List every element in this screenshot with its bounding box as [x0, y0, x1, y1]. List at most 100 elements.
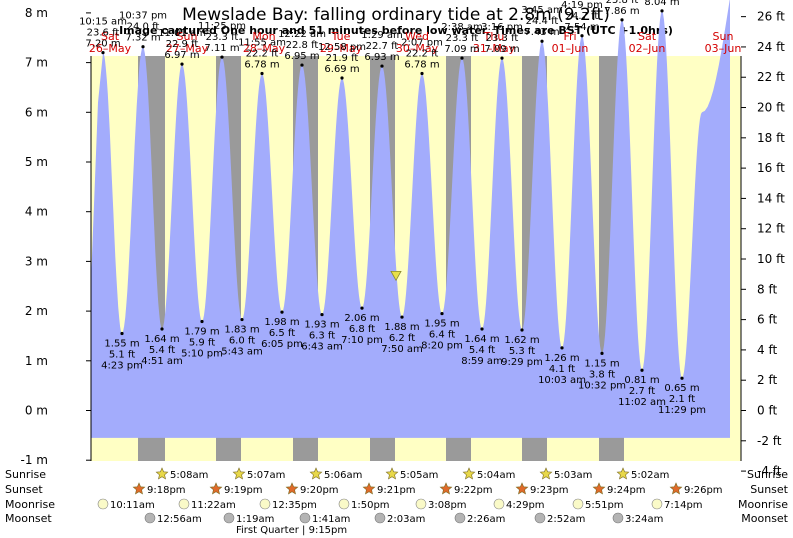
tide-point-19: [460, 56, 464, 60]
low-tide-time: 4:51 am: [141, 356, 183, 367]
moonset-time: 3:24am: [625, 514, 663, 525]
moonrise-time: 1:50pm: [351, 500, 390, 511]
low-tide-time: 10:03 am: [538, 375, 586, 386]
right-tick-label: 10 ft: [757, 252, 785, 266]
right-tick-label: 14 ft: [757, 191, 785, 205]
tide-point-6: [200, 319, 204, 324]
high-tide-time: 11:25 pm: [198, 21, 246, 32]
moonset-icon: [534, 512, 546, 524]
tide-point-3: [141, 45, 145, 49]
sunrise-icon: [539, 467, 553, 480]
left-tick-label: 0 m: [25, 404, 48, 418]
moonrise-icon: [572, 498, 584, 510]
low-tide-metres: 1.95 m: [424, 319, 459, 330]
sunset-icon: [669, 482, 683, 495]
tide-point-18: [440, 311, 444, 316]
low-tide-metres: 1.88 m: [384, 322, 419, 333]
right-tick-label: 12 ft: [757, 222, 785, 236]
sunrise-time: 5:03am: [554, 470, 592, 481]
high-tide-time: 2:07 pm: [401, 38, 443, 49]
high-tide-time: 2:38 am: [441, 22, 483, 33]
high-tide-time: 3:45 am: [521, 5, 563, 16]
day-name-7: Fri: [563, 30, 576, 43]
moonset-time: 2:03am: [387, 514, 425, 525]
day-date-7: 01–Jun: [552, 42, 589, 55]
low-tide-time: 11:29 pm: [658, 405, 706, 416]
moonrise-icon: [651, 498, 663, 510]
high-tide-metres: 7.32 m: [125, 33, 160, 44]
left-tick-label: 6 m: [25, 105, 48, 119]
sunset-row-label-right: Sunset: [750, 483, 788, 496]
low-tide-metres: 1.98 m: [264, 317, 299, 328]
tide-point-20: [480, 327, 484, 331]
chart-title: Mewslade Bay: falling ordinary tide at 2…: [182, 5, 610, 25]
day-name-4: Tue: [331, 30, 351, 43]
left-tick-label: 8 m: [25, 6, 48, 20]
low-tide-time: 7:10 pm: [341, 335, 383, 346]
tide-point-30: [680, 376, 684, 380]
moonrise-time: 4:29pm: [506, 500, 545, 511]
tide-point-27: [620, 18, 624, 22]
day-name-2: Sun: [177, 30, 198, 43]
right-tick-label: 20 ft: [757, 101, 785, 115]
sunset-time: 9:26pm: [684, 485, 723, 496]
moonrise-row-label-right: Moonrise: [738, 498, 788, 511]
low-tide-time: 4:23 pm: [101, 360, 143, 371]
high-tide-metres: 7.20 m: [85, 39, 120, 50]
day-date-2: 27–May: [166, 42, 209, 55]
sunrise-time: 5:07am: [247, 470, 285, 481]
high-tide-time: 1:29 am: [361, 30, 403, 41]
sunrise-time: 5:05am: [400, 470, 438, 481]
moonset-time: 12:56am: [157, 514, 202, 525]
right-tick-label: 4 ft: [757, 343, 777, 357]
moonset-icon: [299, 512, 311, 524]
axes: -1 m0 m1 m2 m3 m4 m5 m6 m7 m8 m9 m-4 ft-…: [21, 6, 786, 478]
sunrise-time: 5:04am: [477, 470, 515, 481]
high-tide-feet: 23.3 ft: [446, 33, 479, 44]
moonset-icon: [223, 512, 235, 524]
high-tide-time: 10:15 am: [79, 17, 127, 28]
low-tide-metres: 1.15 m: [584, 358, 619, 369]
day-name-8: Sat: [638, 30, 657, 43]
tide-point-4: [160, 327, 164, 331]
low-tide-feet: 5.4 ft: [149, 345, 175, 356]
tide-point-17: [420, 71, 424, 76]
low-tide-metres: 0.65 m: [664, 383, 699, 394]
low-tide-feet: 5.9 ft: [189, 338, 215, 349]
tide-point-26: [600, 351, 604, 355]
moonrise-icon: [338, 498, 350, 510]
tide-point-7: [220, 55, 224, 59]
day-date-1: 26–May: [89, 42, 132, 55]
tide-point-8: [240, 317, 244, 322]
sunrise-time: 5:02am: [631, 470, 669, 481]
high-tide-metres: 8.04 m: [644, 0, 679, 8]
tide-point-13: [340, 76, 344, 80]
high-tide-metres: 7.09 m: [484, 44, 519, 55]
high-tide-time: 10:37 pm: [119, 11, 167, 22]
high-tide-metres: 7.11 m: [204, 43, 239, 54]
sunrise-row-label-right: Sunrise: [747, 468, 788, 481]
low-tide-feet: 4.1 ft: [549, 364, 575, 375]
high-tide-time: 11:01 am: [158, 28, 206, 39]
low-tide-feet: 6.5 ft: [269, 328, 295, 339]
high-tide-metres: 6.93 m: [364, 52, 399, 63]
plot-area: [91, 0, 741, 461]
right-tick-label: 24 ft: [757, 40, 785, 54]
moonset-icon: [374, 512, 386, 524]
moonset-time: 2:52am: [547, 514, 585, 525]
low-tide-feet: 6.2 ft: [389, 333, 415, 344]
sunrise-icon: [385, 467, 399, 480]
current-tide-marker: [390, 270, 402, 282]
low-tide-feet: 6.4 ft: [429, 330, 455, 341]
day-date-4: 29–May: [320, 42, 363, 55]
left-tick-label: 3 m: [25, 254, 48, 268]
day-name-5: Wed: [405, 30, 429, 43]
sunrise-time: 5:08am: [170, 470, 208, 481]
right-tick-label: 6 ft: [757, 313, 777, 327]
high-tide-metres: 7.86 m: [604, 6, 639, 17]
moonset-icon: [454, 512, 466, 524]
low-tide-feet: 5.1 ft: [109, 349, 135, 360]
sunset-time: 9:22pm: [454, 485, 493, 496]
moonset-time: 1:19am: [236, 514, 274, 525]
moonset-icon: [612, 512, 624, 524]
